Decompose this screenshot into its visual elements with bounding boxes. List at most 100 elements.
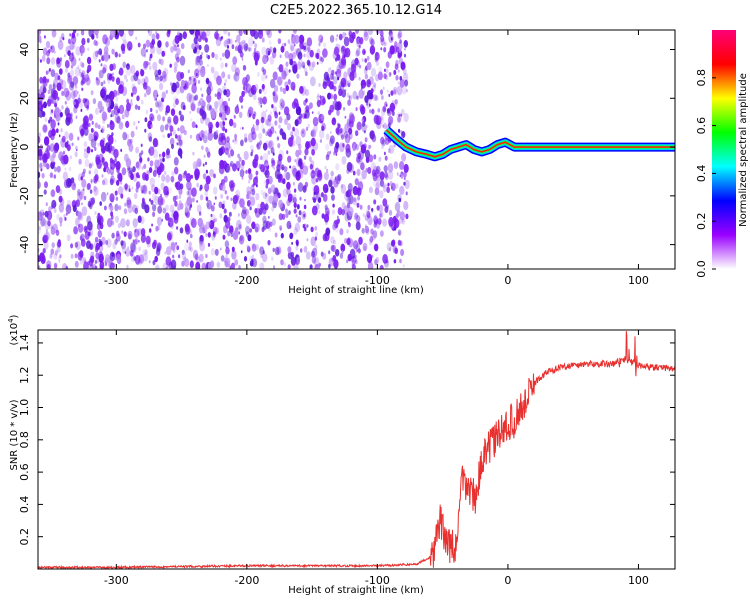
noise-speckle <box>387 182 390 187</box>
noise-speckle <box>44 163 47 168</box>
noise-speckle <box>402 68 407 75</box>
noise-speckle <box>282 64 284 69</box>
noise-speckle <box>362 48 366 55</box>
noise-speckle <box>274 130 277 134</box>
snr-x-tick-label: 0 <box>504 574 511 587</box>
noise-speckle <box>170 46 174 53</box>
noise-speckle <box>138 152 142 158</box>
noise-speckle <box>277 158 282 167</box>
noise-speckle <box>48 68 52 72</box>
noise-speckle <box>284 42 287 47</box>
noise-speckle <box>243 80 249 89</box>
noise-speckle <box>39 162 44 171</box>
noise-speckle <box>221 71 226 79</box>
noise-speckle <box>136 95 140 102</box>
noise-speckle <box>331 75 335 80</box>
noise-speckle <box>51 141 56 147</box>
noise-speckle <box>317 93 320 98</box>
noise-speckle <box>313 191 316 195</box>
noise-speckle <box>130 130 135 138</box>
noise-speckle <box>95 154 100 163</box>
noise-speckle <box>371 130 375 136</box>
noise-speckle <box>311 111 314 114</box>
noise-speckle <box>335 106 338 110</box>
noise-speckle <box>186 92 192 103</box>
noise-speckle <box>365 209 370 217</box>
noise-speckle <box>43 35 46 39</box>
noise-speckle <box>331 84 335 90</box>
noise-speckle <box>375 256 380 264</box>
noise-speckle <box>237 213 240 217</box>
noise-speckle <box>67 72 71 78</box>
noise-speckle <box>128 188 131 193</box>
noise-speckle <box>370 38 375 47</box>
noise-speckle <box>241 176 244 180</box>
noise-speckle <box>155 33 160 40</box>
noise-speckle <box>111 159 115 165</box>
noise-speckle <box>127 185 130 189</box>
noise-speckle <box>78 94 81 98</box>
noise-speckle <box>353 214 357 221</box>
noise-speckle <box>199 105 205 115</box>
noise-speckle <box>233 122 237 129</box>
noise-speckle <box>77 136 80 141</box>
noise-speckle <box>222 126 226 132</box>
noise-speckle <box>322 233 327 242</box>
noise-speckle <box>58 188 63 195</box>
noise-speckle <box>160 124 165 133</box>
noise-speckle <box>297 182 304 192</box>
noise-speckle <box>221 183 226 192</box>
noise-speckle <box>236 104 239 108</box>
noise-speckle <box>41 172 45 179</box>
noise-speckle <box>51 224 54 229</box>
spectrogram-y-tick-label: 20 <box>18 91 31 105</box>
noise-speckle <box>227 74 231 80</box>
noise-speckle <box>135 126 138 130</box>
noise-speckle <box>70 81 74 88</box>
snr-x-tick-label: -200 <box>234 574 259 587</box>
noise-speckle <box>298 210 302 216</box>
noise-speckle <box>323 171 329 181</box>
noise-speckle <box>128 143 134 152</box>
noise-speckle <box>278 111 281 116</box>
noise-speckle <box>225 246 230 255</box>
noise-speckle <box>86 56 92 65</box>
snr-x-tick-label: -300 <box>104 574 129 587</box>
noise-speckle <box>97 142 100 147</box>
noise-speckle <box>352 90 358 100</box>
noise-speckle <box>43 189 47 195</box>
noise-speckle <box>309 163 314 170</box>
noise-speckle <box>171 170 175 177</box>
noise-speckle <box>105 240 109 245</box>
noise-speckle <box>205 175 211 185</box>
noise-speckle <box>364 225 370 234</box>
noise-speckle <box>41 55 46 62</box>
noise-speckle <box>218 132 224 142</box>
noise-speckle <box>340 59 346 69</box>
noise-speckle <box>331 194 335 201</box>
noise-speckle <box>48 84 53 91</box>
noise-speckle <box>219 121 224 128</box>
noise-speckle <box>359 37 364 45</box>
noise-speckle <box>51 199 57 209</box>
noise-speckle <box>273 47 277 54</box>
noise-speckle <box>124 74 127 80</box>
noise-speckle <box>304 148 309 156</box>
noise-speckle <box>273 94 279 104</box>
noise-speckle <box>299 85 304 94</box>
noise-speckle <box>360 144 367 154</box>
noise-speckle <box>205 77 210 85</box>
noise-speckle <box>189 111 192 114</box>
noise-speckle <box>98 238 101 244</box>
noise-speckle <box>152 170 157 177</box>
spectrogram-x-tick-label: -100 <box>365 274 390 287</box>
noise-speckle <box>94 122 99 129</box>
noise-speckle <box>400 61 406 70</box>
noise-speckle <box>292 181 295 186</box>
noise-speckle <box>114 215 119 223</box>
noise-speckle <box>130 99 133 102</box>
noise-speckle <box>335 249 340 257</box>
noise-speckle <box>169 204 175 213</box>
noise-speckle <box>389 119 392 123</box>
noise-speckle <box>147 157 150 162</box>
